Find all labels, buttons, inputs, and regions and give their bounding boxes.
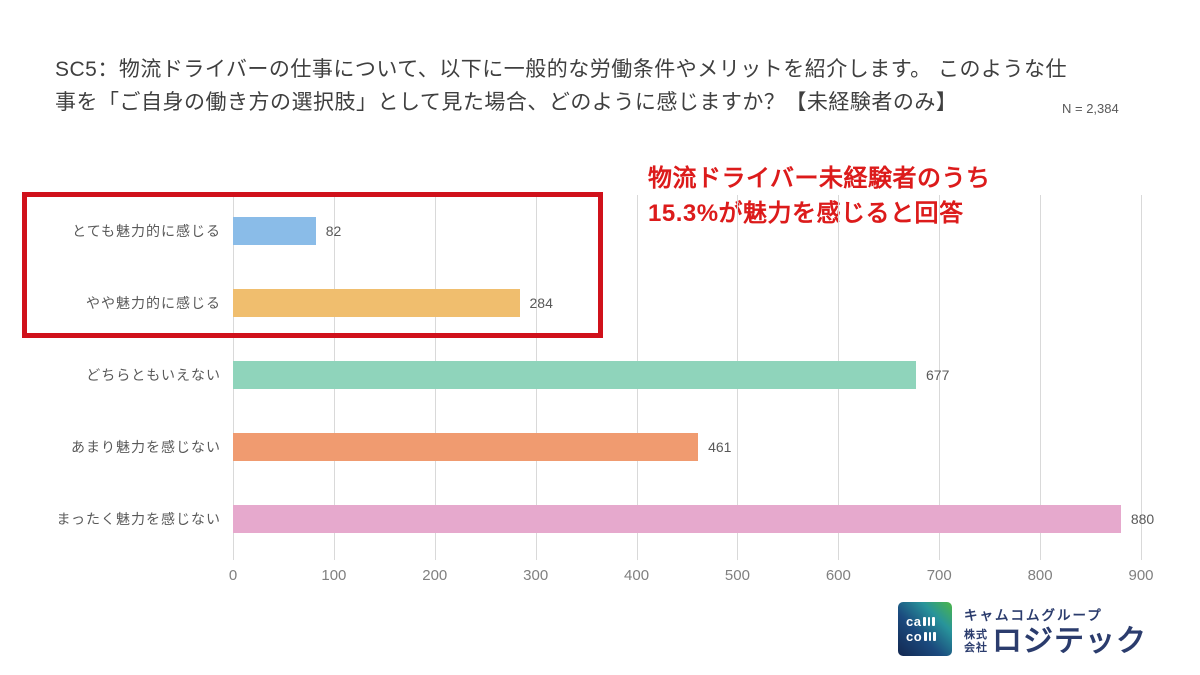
logo-group-name: キャムコムグループ [964,608,1103,623]
sample-size-label: N = 2,384 [1062,101,1119,116]
logo-kabushiki-gaisha: 株式 会社 [964,629,988,654]
x-tick-label: 700 [926,567,952,584]
value-label: 461 [708,439,732,455]
m-bars-icon [924,632,936,641]
value-label: 677 [926,367,950,383]
category-label: とても魅力的に感じる [72,223,221,239]
camcom-logo-icon: ca co [898,602,952,656]
title-line-1: SC5：物流ドライバーの仕事について、以下に一般的な労働条件やメリットを紹介しま… [55,58,1067,81]
category-label: どちらともいえない [86,367,221,383]
bar-2 [233,289,520,317]
value-label: 284 [529,295,553,311]
category-label: まったく魅力を感じない [56,511,221,527]
grid-line [1040,195,1042,560]
x-tick-label: 500 [724,567,750,584]
bar-1 [233,217,316,245]
title-line-2: 事を「ご自身の働き方の選択肢」として見た場合、どのように感じますか？【未経験者の… [55,90,958,114]
m-bars-icon [923,617,935,626]
logo-square-line1: ca [906,615,952,629]
logo-company-name: ロジテック [992,625,1147,658]
x-tick-label: 800 [1027,567,1053,584]
highlight-annotation: 物流ドライバー未経験者のうち 15.3%が魅力を感じると回答 [648,162,991,232]
logo-text-block: キャムコムグループ 株式 会社 ロジテック [964,602,1147,657]
value-label: 82 [325,223,342,239]
value-label: 880 [1130,511,1155,527]
camcom-logitech-logo: ca co キャムコムグループ 株式 会社 ロジテック [898,602,1147,657]
x-tick-label: 400 [624,567,650,584]
x-tick-label: 100 [321,567,347,584]
logo-square-line2: co [906,630,952,644]
grid-line [939,195,941,560]
category-label: あまり魅力を感じない [71,439,221,455]
grid-line [1141,195,1142,560]
annotation-line-2: 15.3%が魅力を感じると回答 [648,199,964,227]
annotation-line-1: 物流ドライバー未経験者のうち [648,165,991,192]
logo-company-row: 株式 会社 ロジテック [964,627,1147,657]
bar-chart-plot-area: 0 100 200 300 400 500 600 700 800 900 とても魅力的に感じる 82… [57,195,1154,584]
bar-3 [233,361,917,389]
bar-4 [233,433,699,461]
bar-5 [233,505,1121,533]
x-tick-label: 200 [422,567,448,584]
x-tick-label: 0 [228,567,238,584]
chart-title: SC5：物流ドライバーの仕事について、以下に一般的な労働条件やメリットを紹介しま… [55,54,1145,119]
x-tick-label: 600 [825,567,851,584]
x-tick-label: 300 [523,567,549,584]
category-label: やや魅力的に感じる [86,295,221,311]
highlight-box [22,192,603,338]
x-tick-label: 900 [1128,567,1154,584]
